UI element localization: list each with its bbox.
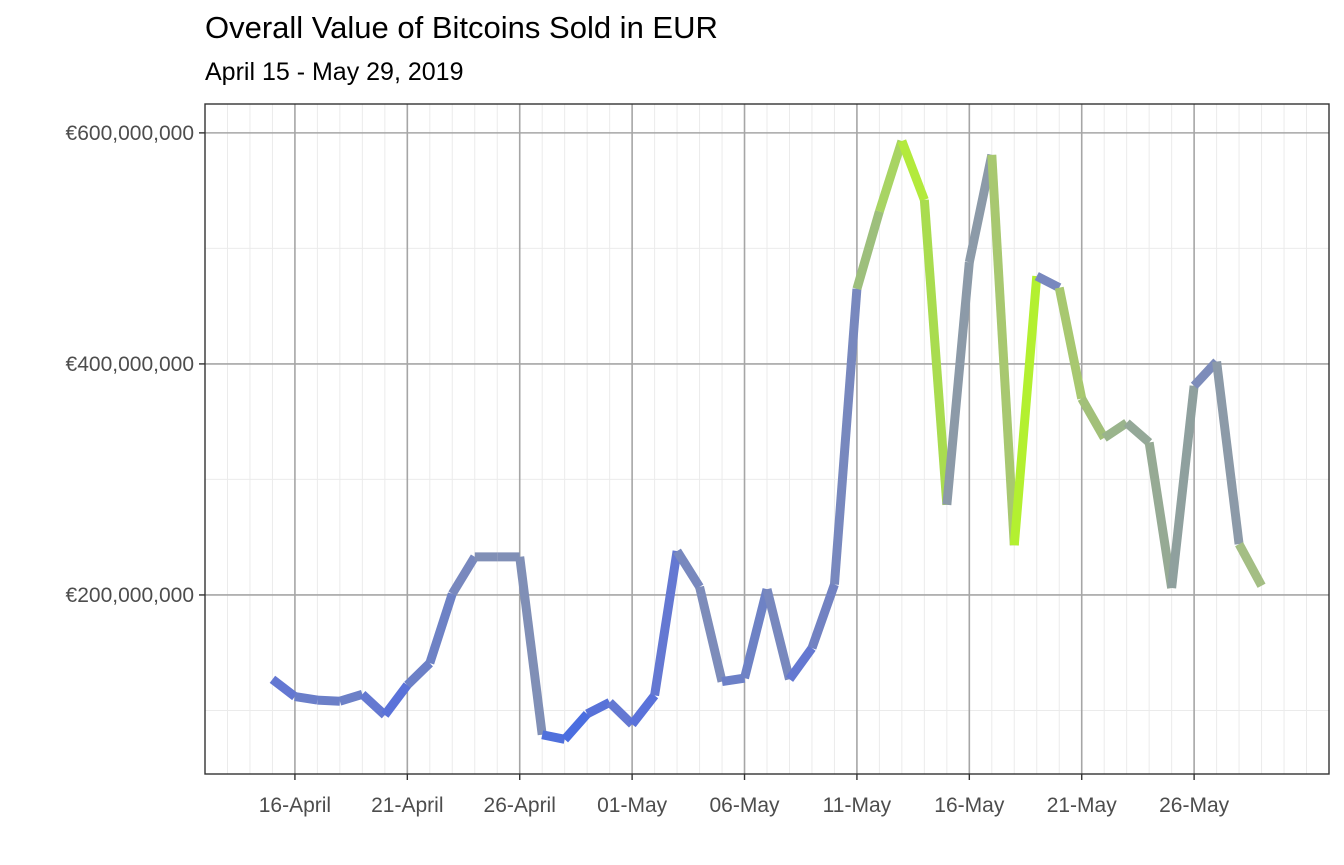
- series-line-segment: [381, 682, 411, 718]
- plot-panel-border: [204, 103, 1330, 775]
- series-line-segment: [269, 675, 298, 701]
- x-tick-label: 26-May: [1159, 794, 1230, 817]
- series-line-segment: [897, 139, 929, 202]
- x-tick-label: 11-May: [823, 794, 892, 817]
- series-line-segment: [317, 695, 341, 706]
- series-layer: [269, 139, 1266, 744]
- x-tick-label: 01-May: [597, 794, 668, 817]
- x-tick-label: 16-April: [259, 794, 331, 817]
- series-line-segment: [515, 556, 547, 736]
- y-tick-label: €600,000,000: [66, 122, 194, 145]
- series-line-segment: [673, 548, 704, 590]
- chart-title: Overall Value of Bitcoins Sold in EUR: [205, 10, 718, 45]
- series-line-segment: [829, 288, 862, 585]
- series-line-segment: [1009, 275, 1042, 546]
- y-tick-label: €200,000,000: [66, 584, 194, 607]
- series-line-segment: [338, 689, 364, 706]
- chart-subtitle: April 15 - May 29, 2019: [205, 58, 464, 86]
- series-line-segment: [1077, 396, 1109, 441]
- series-line-segment: [1034, 272, 1062, 292]
- series-line-segment: [1167, 385, 1199, 589]
- series-line-segment: [987, 154, 1019, 546]
- y-tick-label: €400,000,000: [66, 353, 194, 376]
- series-line-segment: [964, 153, 997, 264]
- series-line-segment: [942, 261, 974, 506]
- series-line-segment: [425, 592, 457, 665]
- x-tick-label: 26-April: [484, 794, 556, 817]
- series-line-segment: [294, 692, 319, 705]
- major-grid: [205, 104, 1329, 774]
- series-line-segment: [1101, 419, 1130, 442]
- series-line-segment: [1212, 361, 1244, 545]
- series-line-segment: [448, 554, 479, 597]
- series-line-segment: [740, 588, 772, 680]
- series-line-segment: [1054, 286, 1087, 400]
- series-line-segment: [1235, 541, 1266, 588]
- x-axis: 16-April 21-April 26-April 01-May 06-May 11-M…: [259, 774, 1230, 817]
- series-line-segment: [650, 550, 682, 697]
- series-line-segment: [919, 199, 952, 506]
- series-line-segment: [1123, 419, 1153, 446]
- series-line-segment: [695, 585, 727, 683]
- minor-grid: [205, 104, 1329, 774]
- series-line-segment: [1144, 441, 1177, 589]
- series-line-segment: [585, 698, 612, 718]
- series-line-segment: [875, 139, 907, 213]
- y-axis: €200,000,000 €400,000,000 €600,000,000: [66, 122, 205, 607]
- series-line-segment: [404, 659, 433, 689]
- x-tick-label: 21-April: [371, 794, 443, 817]
- series-line-segment: [762, 588, 794, 681]
- series-line-segment: [852, 210, 884, 291]
- series-line-segment: [807, 583, 839, 650]
- series-line-segment: [541, 730, 566, 744]
- series-line-segment: [628, 692, 659, 728]
- series-line-segment: [785, 645, 816, 682]
- x-tick-label: 16-May: [934, 794, 1005, 817]
- series-line-segment: [721, 673, 746, 687]
- series-line-segment: [606, 699, 636, 728]
- x-tick-label: 21-May: [1047, 794, 1118, 817]
- x-tick-label: 06-May: [710, 794, 781, 817]
- series-line-segment: [561, 710, 591, 743]
- series-line-segment: [359, 690, 388, 719]
